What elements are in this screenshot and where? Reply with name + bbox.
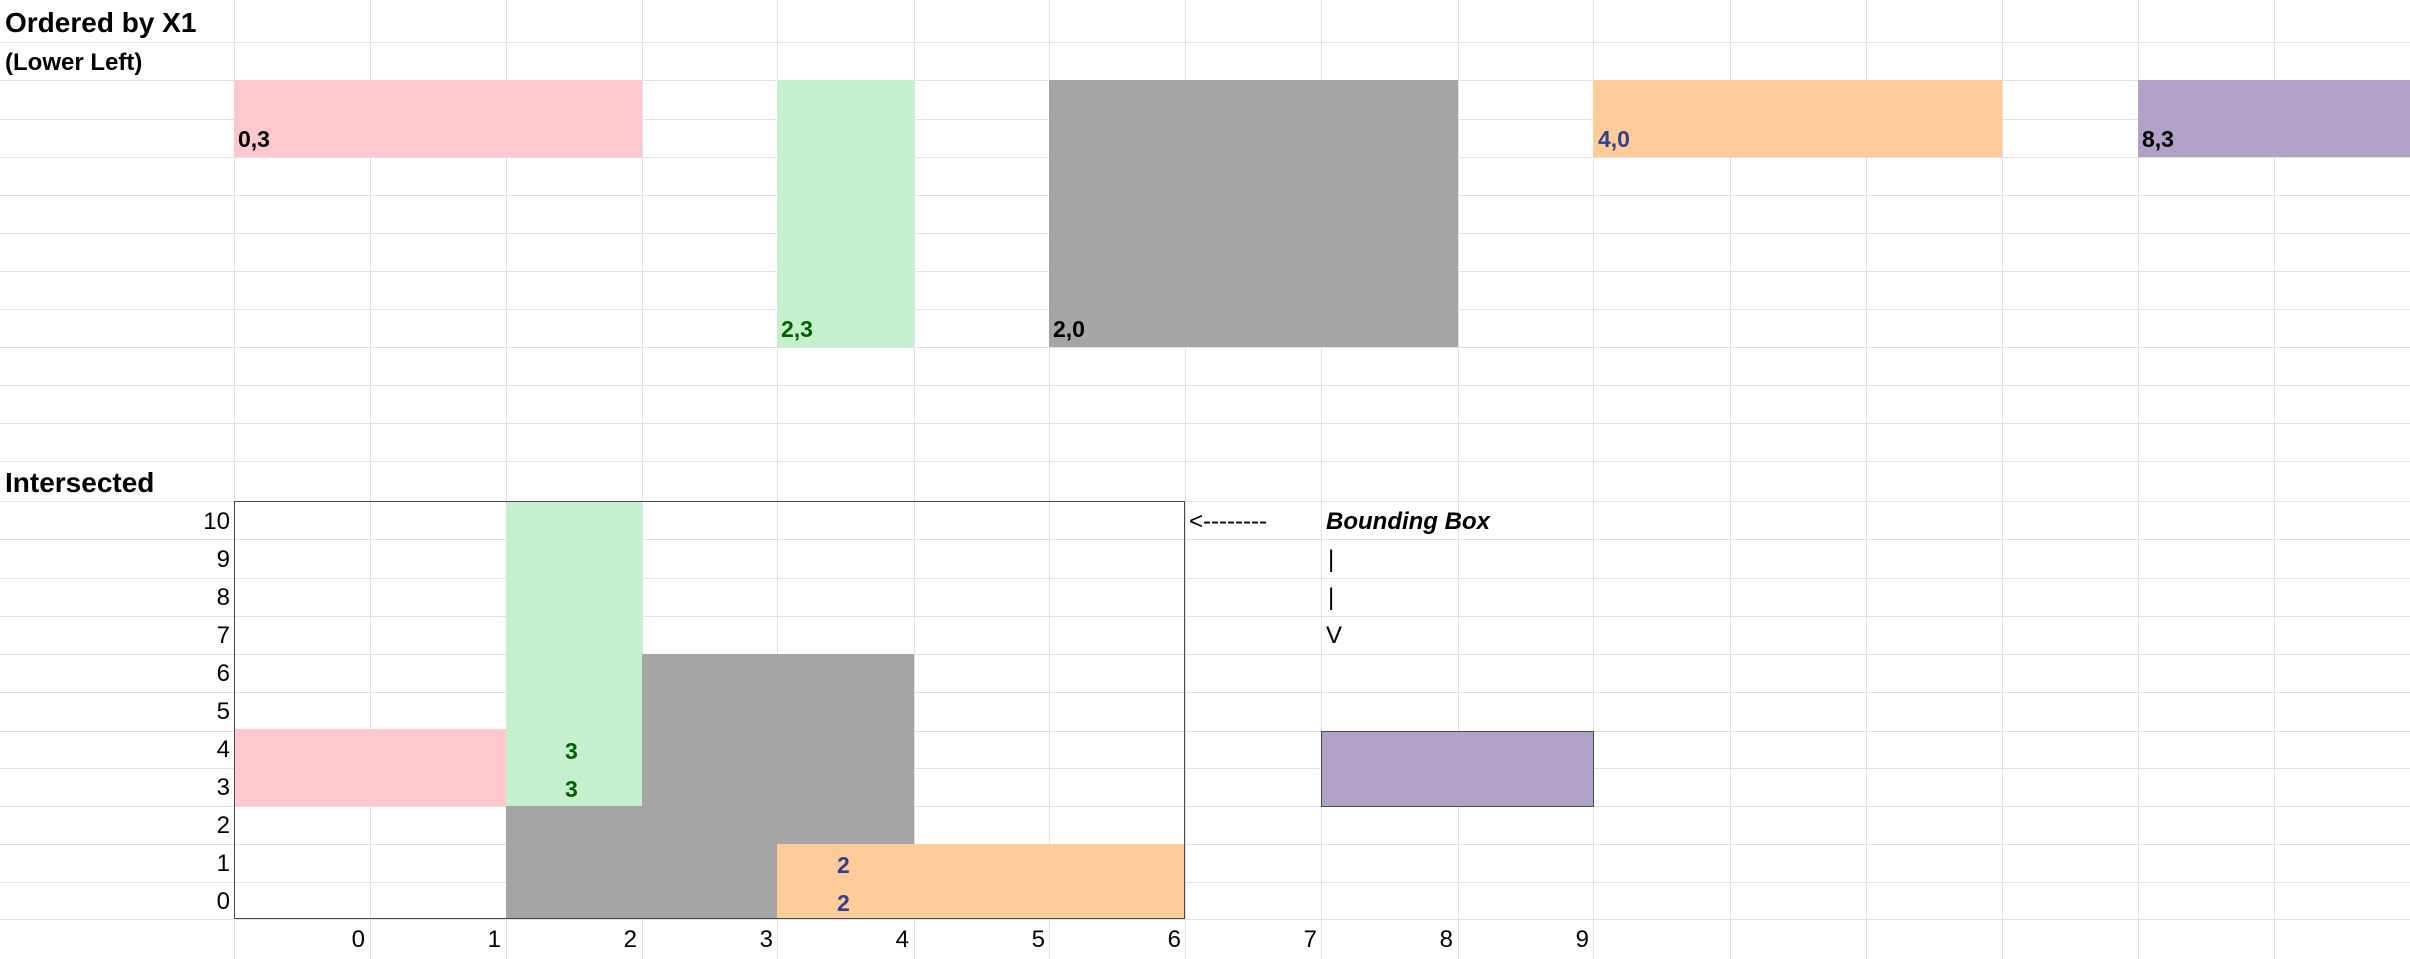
gridline-horizontal (0, 882, 2410, 883)
gridline-horizontal (0, 692, 2410, 693)
x-tick: 6 (1167, 926, 1181, 953)
y-tick: 8 (216, 584, 230, 611)
gridline-horizontal (0, 385, 2410, 386)
x-tick: 0 (351, 926, 365, 953)
x-tick: 5 (1031, 926, 1045, 953)
gridline-vertical (914, 0, 915, 959)
gridline-horizontal (0, 461, 2410, 462)
x-tick: 8 (1439, 926, 1453, 953)
y-tick: 2 (216, 812, 230, 839)
orange-rectangle-top (1593, 80, 2002, 157)
gray-rectangle-top (1049, 80, 1458, 347)
x-tick: 1 (487, 926, 501, 953)
gray-rectangle-intersected-lower (506, 806, 777, 919)
gridline-vertical (1593, 0, 1594, 959)
y-tick: 0 (216, 888, 230, 915)
gridline-horizontal (0, 578, 2410, 579)
gridline-vertical (1185, 0, 1186, 959)
title-ordered-by-x1: Ordered by X1 (5, 7, 197, 38)
gridline-vertical (370, 0, 371, 959)
green-rectangle-intersected (506, 501, 642, 806)
y-tick: 1 (216, 850, 230, 877)
pipe-2: | (1328, 584, 1335, 611)
green-cell-value: 3 (565, 738, 578, 764)
title-intersected: Intersected (5, 467, 155, 498)
gridline-horizontal (0, 654, 2410, 655)
label-0-3: 0,3 (238, 126, 270, 152)
gridline-vertical (234, 0, 235, 959)
gridline-horizontal (0, 844, 2410, 845)
x-tick: 2 (623, 926, 637, 953)
gridline-horizontal (0, 501, 2410, 502)
gridline-vertical (506, 0, 507, 959)
gridline-horizontal (0, 347, 2410, 348)
gridline-vertical (1730, 0, 1731, 959)
gridline-horizontal (0, 539, 2410, 540)
y-tick: 3 (216, 774, 230, 801)
orange-cell-value: 2 (837, 890, 850, 916)
left-arrow: <-------- (1189, 508, 1267, 535)
subtitle-lower-left: (Lower Left) (5, 49, 143, 76)
pink-rectangle-intersected (234, 729, 506, 806)
orange-cell-value: 2 (837, 852, 850, 878)
green-cell-value: 3 (565, 776, 578, 802)
gridline-horizontal (0, 768, 2410, 769)
gridline-vertical (1866, 0, 1867, 959)
gridline-vertical (2138, 0, 2139, 959)
gridline-vertical (1458, 0, 1459, 959)
gridline-vertical (777, 0, 778, 959)
y-tick: 4 (216, 736, 230, 763)
purple-rectangle-top (2138, 80, 2410, 157)
gridline-vertical (2274, 0, 2275, 959)
y-tick: 9 (216, 546, 230, 573)
y-tick: 10 (203, 508, 230, 535)
bounding-box-label: Bounding Box (1326, 508, 1490, 535)
gridline-horizontal (0, 919, 2410, 920)
y-tick: 5 (216, 698, 230, 725)
gridline-horizontal (0, 423, 2410, 424)
pipe-1: | (1328, 546, 1335, 573)
x-tick: 3 (759, 926, 773, 953)
gridline-horizontal (0, 731, 2410, 732)
label-4-0: 4,0 (1598, 126, 1630, 152)
y-tick: 6 (216, 660, 230, 687)
orange-rectangle-intersected (777, 844, 1185, 919)
gridline-horizontal (0, 42, 2410, 43)
pink-rectangle-top (234, 80, 642, 157)
gridline-vertical (1321, 0, 1322, 959)
x-tick: 9 (1575, 926, 1589, 953)
gridline-horizontal (0, 806, 2410, 807)
gridline-vertical (1049, 0, 1050, 959)
label-2-3: 2,3 (781, 316, 813, 342)
green-rectangle-top (777, 80, 914, 347)
gridline-vertical (642, 0, 643, 959)
label-8-3: 8,3 (2142, 126, 2174, 152)
x-tick: 4 (895, 926, 909, 953)
gridline-horizontal (0, 616, 2410, 617)
purple-bounding-box (1321, 731, 1594, 807)
x-tick: 7 (1303, 926, 1317, 953)
gridline-vertical (2002, 0, 2003, 959)
label-2-0: 2,0 (1053, 316, 1085, 342)
y-tick: 7 (216, 622, 230, 649)
down-arrow: V (1326, 622, 1343, 649)
